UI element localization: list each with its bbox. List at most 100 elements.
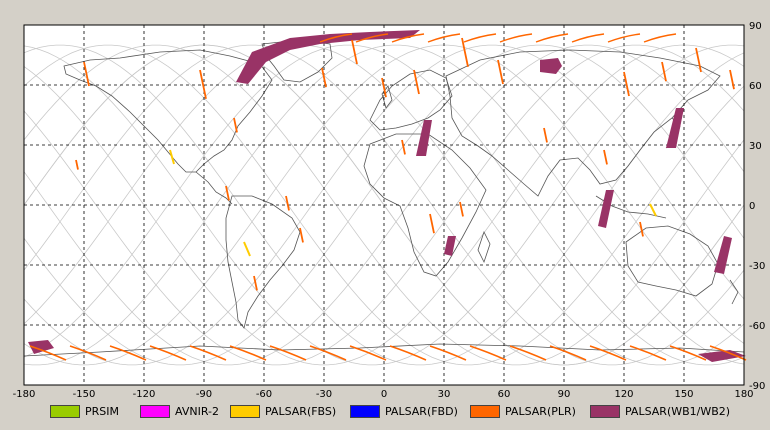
plr-swath bbox=[639, 221, 644, 237]
x-tick-label: -120 bbox=[133, 389, 156, 400]
plr-swath bbox=[607, 33, 641, 43]
legend-item: PRSIM bbox=[50, 403, 119, 419]
fbs-swath-america bbox=[169, 149, 175, 165]
x-tick-label: 0 bbox=[381, 389, 387, 400]
coast-uk bbox=[381, 85, 393, 109]
plr-swath bbox=[413, 69, 420, 95]
plr-swath bbox=[225, 185, 230, 201]
legend-item: PALSAR(WB1/WB2) bbox=[590, 403, 730, 419]
world-coverage-map[interactable]: -180 -150 -120 -90 -60 -30 0 30 60 90 120 150 180 90… bbox=[0, 0, 770, 400]
wb-swath-arctic bbox=[236, 30, 420, 84]
map-border bbox=[23, 24, 745, 386]
plr-swath bbox=[83, 61, 90, 87]
y-tick-label: 30 bbox=[749, 141, 762, 152]
plr-swath bbox=[571, 33, 605, 43]
plr-swath bbox=[497, 59, 504, 85]
legend: PRSIM AVNIR-2 PALSAR(FBS) PALSAR(FBD) PALSAR… bbox=[0, 400, 770, 422]
x-tick-label: -90 bbox=[196, 389, 212, 400]
plr-swath bbox=[629, 345, 667, 361]
plr-swath bbox=[469, 345, 507, 361]
plr-swath bbox=[351, 39, 358, 65]
plr-swath bbox=[429, 345, 467, 361]
fbs-swath-south-america bbox=[243, 241, 251, 257]
plr-swath bbox=[427, 33, 461, 43]
x-tick-label: -60 bbox=[256, 389, 272, 400]
wb-swath-antarctic-east bbox=[698, 350, 746, 362]
legend-item: PALSAR(FBS) bbox=[230, 403, 336, 419]
wb-swath-antarctic-west bbox=[28, 340, 54, 354]
legend-swatch bbox=[470, 404, 500, 418]
x-tick-label: 180 bbox=[734, 389, 753, 400]
coverage-swaths bbox=[28, 30, 746, 362]
plr-swath bbox=[149, 345, 187, 361]
x-tick-label: 90 bbox=[558, 389, 571, 400]
legend-label: PRSIM bbox=[85, 404, 119, 418]
legend-swatch bbox=[50, 404, 80, 418]
plr-swath bbox=[543, 127, 548, 143]
wb-swath-australia bbox=[714, 236, 732, 274]
plr-swath bbox=[391, 33, 425, 43]
plr-swath bbox=[29, 345, 67, 361]
x-tick-label: -30 bbox=[316, 389, 332, 400]
x-tick-label: 150 bbox=[674, 389, 693, 400]
plr-swath bbox=[189, 345, 227, 361]
plr-swath bbox=[389, 345, 427, 361]
legend-swatch bbox=[140, 404, 170, 418]
plr-swath bbox=[381, 77, 387, 98]
plr-swath bbox=[69, 345, 107, 361]
wb-swath-siberia bbox=[540, 58, 562, 74]
plr-swath bbox=[695, 47, 702, 73]
x-tick-label: 60 bbox=[498, 389, 511, 400]
plr-swath bbox=[623, 71, 630, 97]
wb-swath-africa bbox=[444, 236, 456, 256]
y-tick-labels: 90 60 30 0 -30 -60 -90 bbox=[749, 21, 765, 392]
coast-europe bbox=[369, 69, 453, 131]
fbs-swath-asia bbox=[649, 203, 657, 217]
legend-item: PALSAR(FBD) bbox=[350, 403, 458, 419]
y-tick-label: 90 bbox=[749, 21, 762, 32]
plr-swath bbox=[285, 195, 290, 211]
plr-swath bbox=[299, 227, 304, 243]
y-tick-label: -60 bbox=[749, 321, 765, 332]
legend-label: PALSAR(FBD) bbox=[385, 404, 458, 418]
plr-swath bbox=[549, 345, 587, 361]
plr-swath bbox=[669, 345, 707, 361]
coast-south-america bbox=[225, 195, 301, 329]
y-tick-label: -90 bbox=[749, 381, 765, 392]
legend-label: PALSAR(FBS) bbox=[265, 404, 337, 418]
coast-australia bbox=[625, 225, 719, 297]
orbit-track bbox=[23, 44, 745, 366]
plr-swath bbox=[643, 33, 677, 43]
legend-label: PALSAR(PLR) bbox=[505, 404, 576, 418]
plr-swath bbox=[253, 275, 258, 291]
plr-swath bbox=[661, 61, 667, 82]
legend-item: PALSAR(PLR) bbox=[470, 403, 576, 419]
plr-swath bbox=[319, 33, 353, 43]
plr-swath bbox=[233, 117, 238, 133]
plr-swath bbox=[499, 33, 533, 43]
coast-madagascar bbox=[477, 230, 491, 264]
wb-swath-japan bbox=[666, 108, 684, 148]
plr-swath bbox=[729, 69, 735, 90]
legend-swatch bbox=[350, 404, 380, 418]
x-tick-label: -180 bbox=[13, 389, 36, 400]
x-tick-label: 30 bbox=[438, 389, 451, 400]
coast-north-america bbox=[63, 49, 273, 173]
plr-swath bbox=[429, 213, 435, 234]
legend-swatch bbox=[590, 404, 620, 418]
plr-swath bbox=[463, 33, 497, 43]
plr-swath bbox=[269, 345, 307, 361]
legend-label: PALSAR(WB1/WB2) bbox=[625, 404, 731, 418]
plr-swath bbox=[535, 33, 569, 43]
plr-swath bbox=[461, 37, 469, 67]
coast-new-zealand bbox=[729, 279, 739, 305]
plr-swath bbox=[589, 345, 627, 361]
coast-asia bbox=[445, 49, 721, 197]
plr-swath bbox=[355, 33, 389, 43]
plr-swath bbox=[459, 201, 464, 217]
coastlines bbox=[23, 39, 745, 357]
legend-swatch bbox=[230, 404, 260, 418]
y-tick-label: 0 bbox=[749, 201, 755, 212]
legend-item: AVNIR-2 bbox=[140, 403, 219, 419]
plr-swath bbox=[709, 345, 747, 361]
